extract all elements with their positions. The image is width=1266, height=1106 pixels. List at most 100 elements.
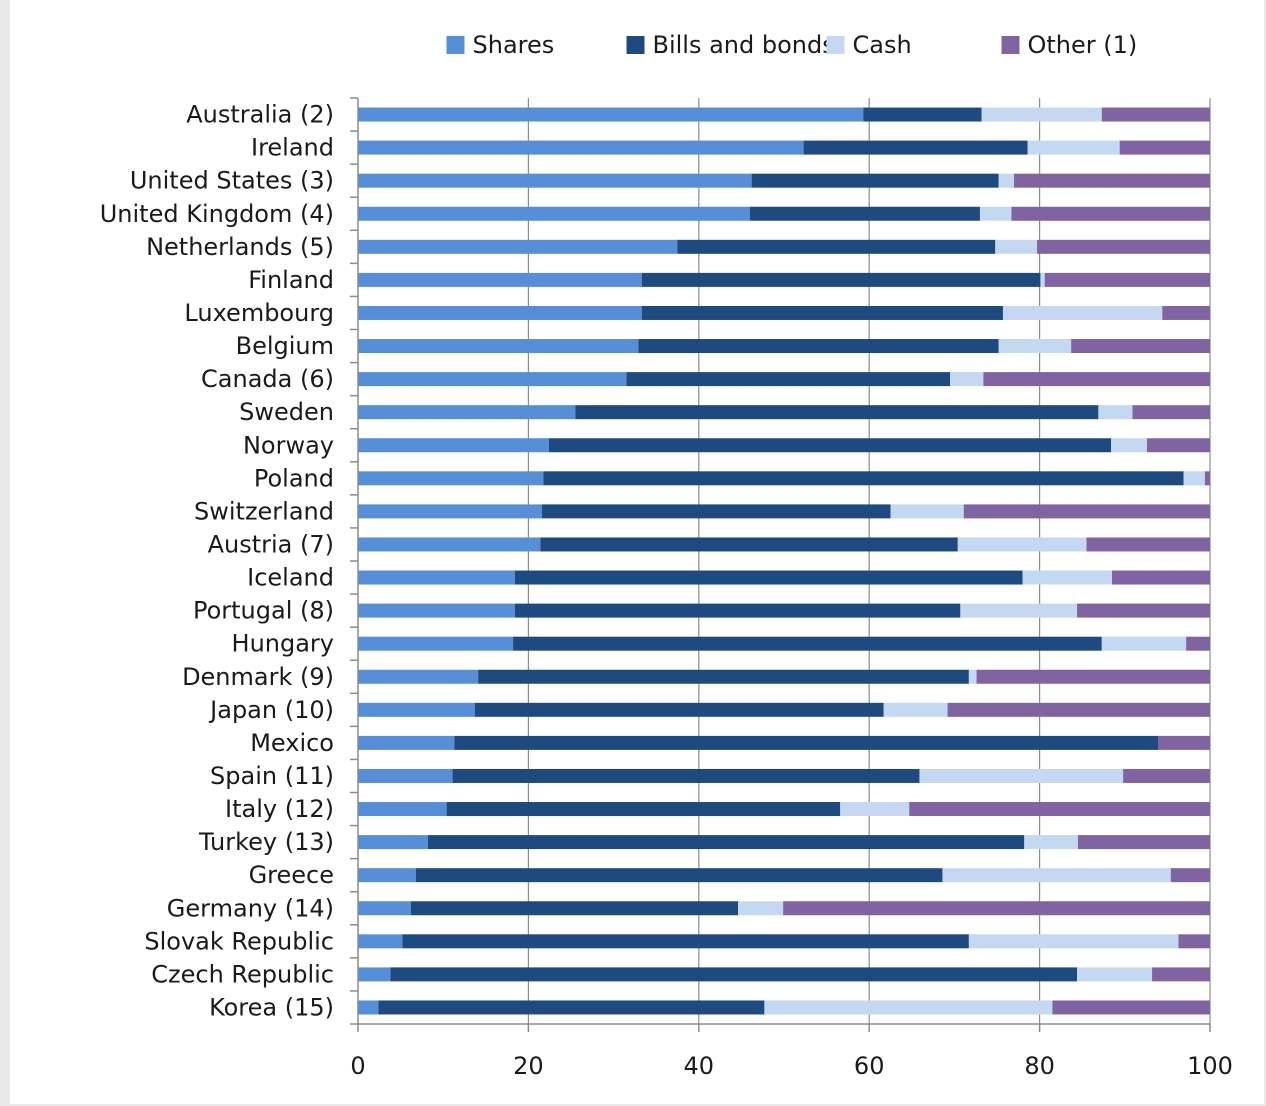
legend-label-bills-and-bonds: Bills and bonds xyxy=(653,31,835,59)
bar-iceland-other-1 xyxy=(1112,570,1210,585)
bar-luxembourg-other-1 xyxy=(1162,305,1210,320)
chart-frame: Shares Bills and bonds Cash Other (1) Austr… xyxy=(10,0,1264,1104)
bar-hungary-shares xyxy=(358,636,514,651)
bar-hungary-bills-and-bonds xyxy=(513,636,1102,651)
bar-finland-shares xyxy=(358,272,642,287)
x-tick-label-20: 20 xyxy=(513,1052,544,1080)
x-tick-label-40: 40 xyxy=(684,1052,715,1080)
bar-spain-11-bills-and-bonds xyxy=(452,768,920,783)
category-label-luxembourg: Luxembourg xyxy=(184,299,334,327)
bar-turkey-13-cash xyxy=(1024,835,1078,850)
bar-united-states-3-cash xyxy=(998,173,1015,188)
category-label-denmark-9: Denmark (9) xyxy=(182,663,334,691)
category-label-germany-14: Germany (14) xyxy=(167,894,334,922)
bar-japan-10-other-1 xyxy=(947,702,1210,717)
category-labels: Australia (2) Ireland United States (3) Uni… xyxy=(100,101,334,1022)
bar-united-states-3-other-1 xyxy=(1014,173,1210,188)
category-label-norway: Norway xyxy=(243,431,334,459)
category-label-sweden: Sweden xyxy=(239,398,334,426)
bar-korea-15-shares xyxy=(358,1000,379,1015)
category-label-hungary: Hungary xyxy=(232,630,334,658)
bar-luxembourg-bills-and-bonds xyxy=(641,305,1003,320)
bar-netherlands-5-bills-and-bonds xyxy=(677,239,996,254)
bar-belgium-cash xyxy=(998,339,1072,354)
bar-denmark-9-bills-and-bonds xyxy=(478,669,969,684)
bar-japan-10-bills-and-bonds xyxy=(474,702,884,717)
bar-poland-bills-and-bonds xyxy=(543,471,1184,486)
category-label-austria-7: Austria (7) xyxy=(208,530,334,558)
bars xyxy=(358,107,1210,1015)
bar-united-states-3-bills-and-bonds xyxy=(751,173,999,188)
legend-label-cash: Cash xyxy=(853,31,912,59)
category-label-mexico: Mexico xyxy=(250,729,334,757)
bar-hungary-cash xyxy=(1101,636,1187,651)
legend-swatch-cash xyxy=(826,36,845,54)
bar-greece-bills-and-bonds xyxy=(415,868,943,883)
bar-czech-republic-shares xyxy=(358,967,391,982)
category-label-canada-6: Canada (6) xyxy=(201,365,334,393)
bar-greece-shares xyxy=(358,868,416,883)
bar-hungary-other-1 xyxy=(1186,636,1210,651)
bar-united-states-3-shares xyxy=(358,173,752,188)
bar-united-kingdom-4-bills-and-bonds xyxy=(749,206,980,221)
bar-austria-7-other-1 xyxy=(1086,537,1210,552)
bar-netherlands-5-cash xyxy=(995,239,1038,254)
bar-mexico-shares xyxy=(358,735,455,750)
bar-netherlands-5-shares xyxy=(358,239,678,254)
bar-italy-12-bills-and-bonds xyxy=(446,802,841,817)
bar-slovak-republic-bills-and-bonds xyxy=(402,934,969,949)
bar-belgium-bills-and-bonds xyxy=(638,339,999,354)
category-label-korea-15: Korea (15) xyxy=(209,993,334,1021)
bar-australia-2-other-1 xyxy=(1101,107,1210,122)
x-tick-label-80: 80 xyxy=(1024,1052,1055,1080)
legend: Shares Bills and bonds Cash Other (1) xyxy=(446,31,1137,59)
bar-luxembourg-shares xyxy=(358,305,642,320)
bar-finland-bills-and-bonds xyxy=(641,272,1041,287)
bar-united-kingdom-4-other-1 xyxy=(1011,206,1210,221)
bar-turkey-13-other-1 xyxy=(1077,835,1210,850)
x-tick-label-100: 100 xyxy=(1187,1052,1233,1080)
bar-iceland-cash xyxy=(1022,570,1113,585)
bar-united-kingdom-4-shares xyxy=(358,206,750,221)
legend-label-shares: Shares xyxy=(473,31,555,59)
category-label-united-states-3: United States (3) xyxy=(130,167,334,195)
bar-turkey-13-shares xyxy=(358,835,428,850)
bar-australia-2-cash xyxy=(981,107,1102,122)
legend-swatch-other-1 xyxy=(1001,36,1020,54)
bar-denmark-9-other-1 xyxy=(976,669,1210,684)
bar-ireland-cash xyxy=(1027,140,1120,155)
legend-swatch-bills-and-bonds xyxy=(626,36,645,54)
x-tick-labels: 0 20 40 60 80 100 xyxy=(350,1052,1233,1080)
x-tick-label-0: 0 xyxy=(350,1052,365,1080)
bar-denmark-9-cash xyxy=(968,669,977,684)
bar-czech-republic-bills-and-bonds xyxy=(390,967,1078,982)
category-label-netherlands-5: Netherlands (5) xyxy=(146,233,334,261)
bar-austria-7-bills-and-bonds xyxy=(540,537,958,552)
category-label-italy-12: Italy (12) xyxy=(225,795,334,823)
category-label-iceland: Iceland xyxy=(247,564,334,592)
bar-sweden-shares xyxy=(358,405,576,420)
bar-poland-other-1 xyxy=(1204,471,1210,486)
bar-greece-other-1 xyxy=(1170,868,1210,883)
bar-australia-2-bills-and-bonds xyxy=(863,107,982,122)
bar-sweden-cash xyxy=(1098,405,1133,420)
category-label-turkey-13: Turkey (13) xyxy=(198,828,334,856)
bar-italy-12-cash xyxy=(840,802,910,817)
category-label-czech-republic: Czech Republic xyxy=(151,960,334,988)
bar-japan-10-cash xyxy=(883,702,948,717)
bar-portugal-8-other-1 xyxy=(1077,603,1210,618)
gridlines xyxy=(527,98,1211,1024)
bar-canada-6-bills-and-bonds xyxy=(626,372,951,387)
bar-luxembourg-cash xyxy=(1002,305,1163,320)
bar-sweden-bills-and-bonds xyxy=(575,405,1099,420)
category-label-australia-2: Australia (2) xyxy=(186,101,334,129)
stacked-bar-chart: Shares Bills and bonds Cash Other (1) Austr… xyxy=(100,31,1233,1080)
bar-finland-other-1 xyxy=(1044,272,1210,287)
bar-germany-14-other-1 xyxy=(783,901,1210,916)
bar-switzerland-shares xyxy=(358,504,543,519)
category-label-ireland: Ireland xyxy=(251,134,334,162)
bar-turkey-13-bills-and-bonds xyxy=(427,835,1025,850)
bar-finland-cash xyxy=(1040,272,1045,287)
bar-ireland-bills-and-bonds xyxy=(803,140,1028,155)
bar-greece-cash xyxy=(942,868,1171,883)
